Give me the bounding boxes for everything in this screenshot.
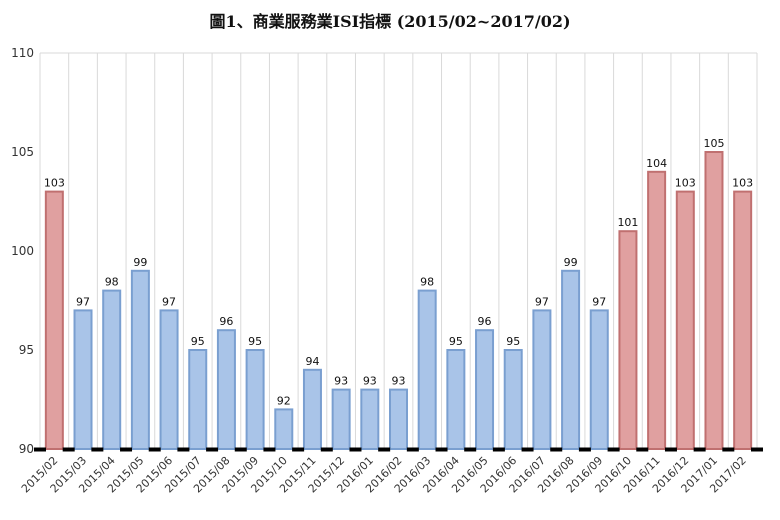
data-label: 104 (646, 157, 667, 170)
axis-marker (406, 447, 419, 452)
axis-marker (378, 447, 391, 452)
y-tick-label: 100 (11, 244, 34, 258)
data-label: 95 (449, 335, 463, 348)
data-label: 103 (44, 177, 65, 190)
bar (417, 289, 437, 450)
axis-marker (693, 447, 706, 452)
data-label: 95 (506, 335, 520, 348)
bar (704, 151, 724, 450)
bar (389, 388, 408, 451)
axis-marker (349, 447, 362, 452)
axis-marker (550, 447, 563, 452)
bar (159, 309, 179, 450)
data-label: 97 (592, 295, 606, 308)
bar (245, 349, 265, 450)
bar (331, 388, 351, 451)
data-label: 96 (219, 315, 233, 328)
chart-title: 圖1、商業服務業ISI指標 (2015/02~2017/02) (209, 12, 571, 31)
data-label: 95 (191, 335, 205, 348)
data-label: 99 (564, 256, 578, 269)
axis-marker (751, 447, 763, 452)
axis-marker (464, 447, 477, 452)
data-label: 96 (478, 315, 492, 328)
data-label: 95 (248, 335, 262, 348)
axis-marker (521, 447, 534, 452)
data-label: 92 (277, 394, 291, 407)
axis-marker (148, 447, 161, 452)
bar (589, 309, 609, 450)
bar (561, 269, 581, 450)
data-label: 105 (703, 137, 724, 150)
axis-marker (492, 447, 505, 452)
y-tick-label: 110 (11, 46, 34, 60)
axis-marker (607, 447, 620, 452)
axis-marker (263, 447, 276, 452)
bar (446, 349, 466, 450)
data-label: 97 (535, 295, 549, 308)
bar (102, 289, 122, 450)
axis-marker (206, 447, 219, 452)
axis-marker (578, 447, 591, 452)
axis-marker (91, 447, 104, 452)
data-label: 103 (732, 177, 753, 190)
bar (274, 408, 294, 450)
y-tick-label: 90 (19, 442, 34, 456)
data-label: 99 (133, 256, 147, 269)
axis-marker (435, 447, 448, 452)
data-label: 103 (675, 177, 696, 190)
axis-marker (636, 447, 649, 452)
axis-marker (62, 447, 75, 452)
bar (44, 190, 64, 450)
bar (675, 190, 695, 450)
bar (647, 170, 667, 451)
data-label: 93 (363, 375, 377, 388)
data-label: 98 (420, 276, 434, 289)
data-label: 93 (334, 375, 348, 388)
axis-marker (320, 447, 333, 452)
bar (733, 190, 753, 450)
bar (216, 329, 236, 451)
bar (188, 349, 208, 450)
data-label: 97 (162, 295, 176, 308)
data-label: 98 (105, 276, 119, 289)
data-label: 93 (392, 375, 406, 388)
axis-marker (722, 447, 735, 452)
y-tick-label: 105 (11, 145, 34, 159)
data-label: 101 (617, 216, 638, 229)
axis-marker (177, 447, 190, 452)
bar (73, 309, 93, 450)
bar (503, 349, 523, 450)
axis-marker (292, 447, 305, 452)
y-tick-label: 95 (19, 343, 34, 357)
axis-marker (34, 447, 46, 452)
bar (360, 388, 380, 451)
bar (302, 368, 322, 450)
axis-marker (120, 447, 133, 452)
bar (130, 269, 150, 450)
data-label: 97 (76, 295, 90, 308)
bar (532, 309, 552, 450)
data-label: 94 (305, 355, 319, 368)
axis-marker (664, 447, 677, 452)
bar (618, 230, 638, 450)
bar (475, 329, 495, 451)
axis-marker (234, 447, 247, 452)
